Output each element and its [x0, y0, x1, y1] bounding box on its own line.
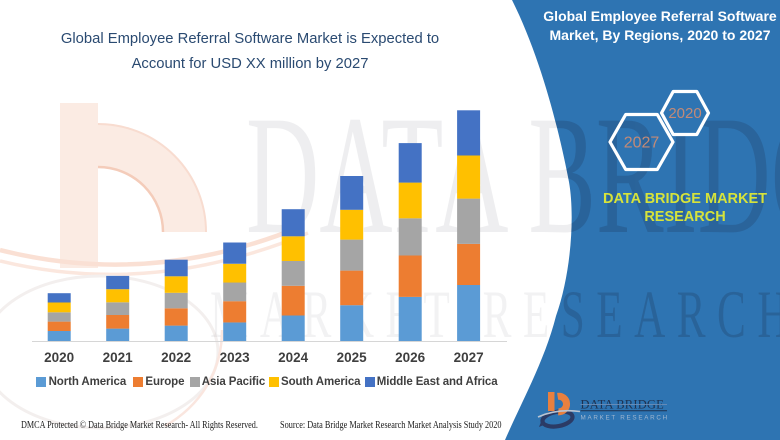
svg-text:MARKET RESEARCH: MARKET RESEARCH — [581, 415, 669, 422]
svg-text:MARKET RESEARCH: MARKET RESEARCH — [210, 276, 780, 352]
svg-text:2027: 2027 — [624, 135, 660, 152]
svg-text:2020: 2020 — [668, 105, 701, 122]
